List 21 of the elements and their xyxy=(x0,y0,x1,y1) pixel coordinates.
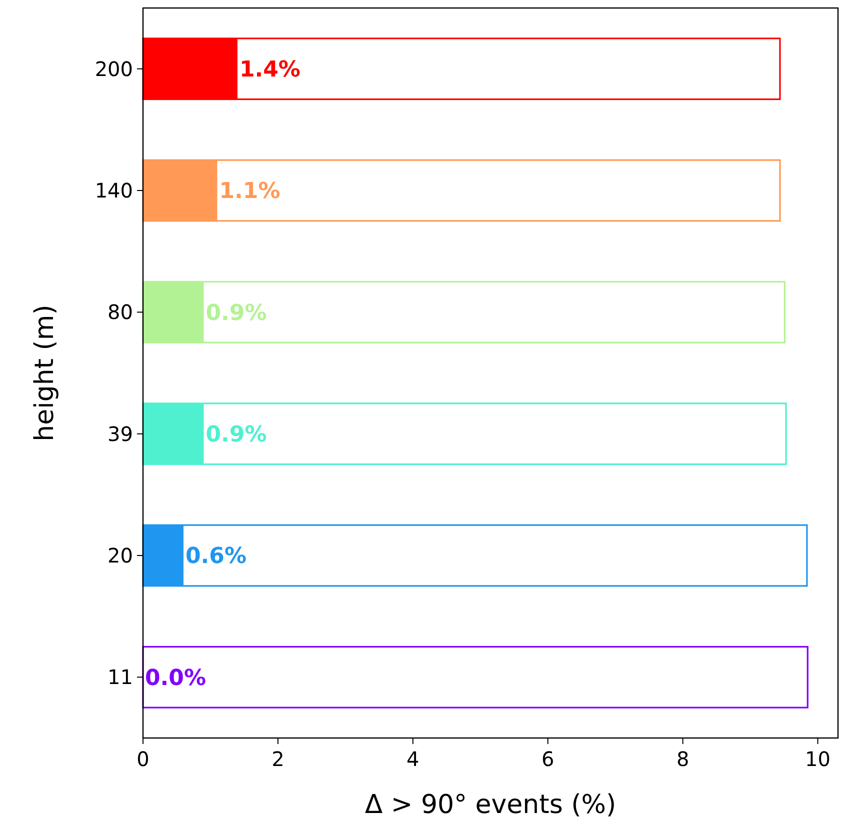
y-tick-label: 39 xyxy=(108,422,133,446)
data-label: 0.9% xyxy=(206,300,267,326)
bar xyxy=(142,646,808,708)
data-label: 0.9% xyxy=(206,422,267,448)
x-axis-title: Δ > 90° events (%) xyxy=(364,790,616,820)
x-tick-label: 10 xyxy=(805,747,830,771)
y-tick-label: 140 xyxy=(94,178,133,202)
y-tick-label: 20 xyxy=(108,544,133,568)
x-tick-label: 6 xyxy=(541,747,554,771)
y-tick-label: 80 xyxy=(108,300,133,324)
y-tick-label: 11 xyxy=(108,665,133,690)
data-label: 1.1% xyxy=(219,179,280,204)
data-label: 0.6% xyxy=(185,544,246,570)
data-label: 0.0% xyxy=(145,666,206,691)
data-label: 1.4% xyxy=(239,58,300,83)
y-tick-label: 200 xyxy=(94,56,133,81)
x-tick-label: 2 xyxy=(272,747,284,771)
x-tick-label: 8 xyxy=(676,747,690,771)
x-tick-label: 0 xyxy=(136,747,150,771)
y-axis-title: height (m) xyxy=(30,304,60,442)
x-tick-label: 4 xyxy=(406,747,420,771)
